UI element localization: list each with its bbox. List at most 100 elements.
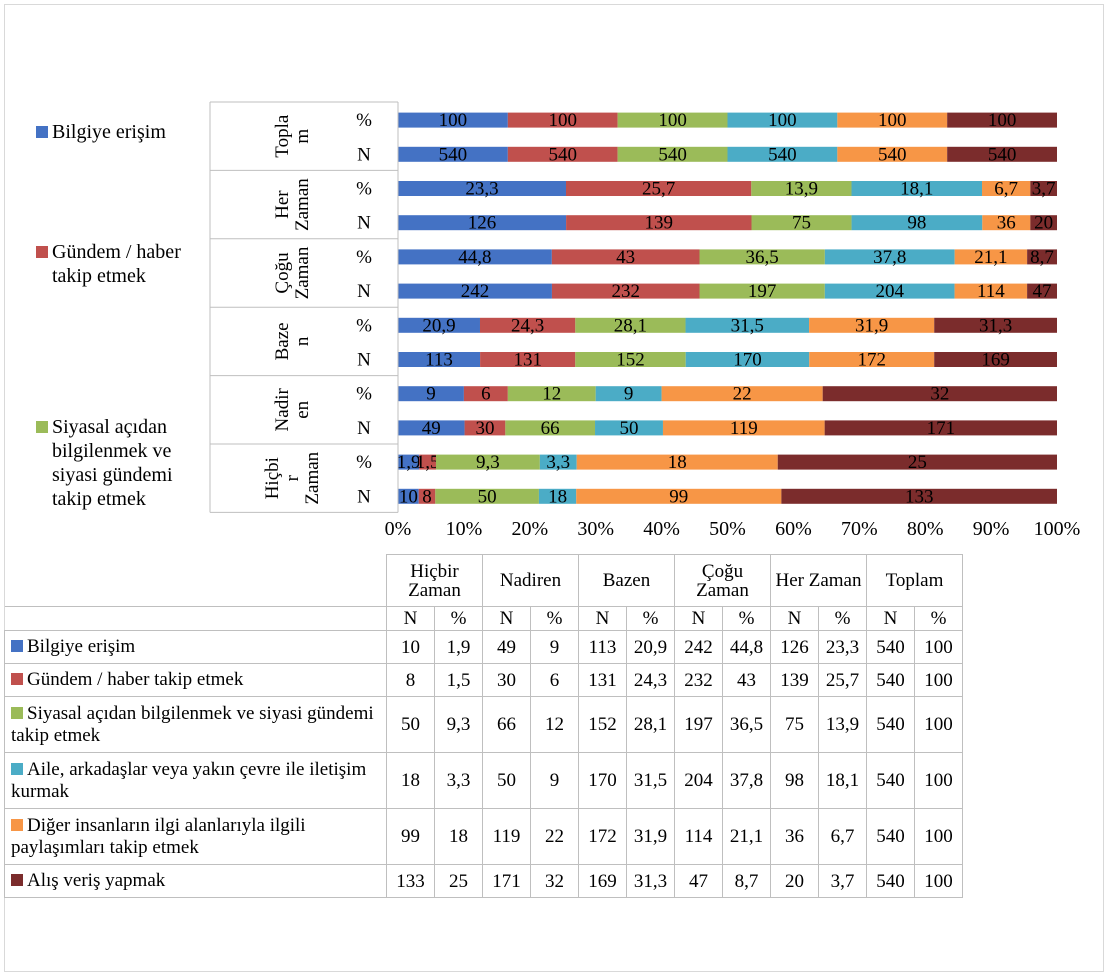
data-label: 8 bbox=[422, 486, 432, 507]
data-label: 170 bbox=[733, 350, 762, 371]
legend-item: Siyasal açıdan bilgilenmek ve siyasi gün… bbox=[36, 415, 216, 511]
data-label: 540 bbox=[988, 144, 1017, 165]
bar-segment bbox=[507, 112, 618, 128]
table-subcolumn-header: % bbox=[530, 606, 579, 631]
legend-item: Gündem / haber takip etmek bbox=[36, 240, 206, 288]
bar-segment bbox=[851, 181, 983, 196]
data-label: 98 bbox=[907, 213, 926, 234]
table-cell: 204 bbox=[674, 752, 723, 809]
bar-segment bbox=[822, 386, 1057, 402]
bar-segment bbox=[538, 488, 577, 504]
legend-swatch bbox=[36, 126, 48, 138]
bar-segment bbox=[435, 488, 539, 504]
table-cell: 99 bbox=[386, 808, 435, 865]
bar-segment bbox=[464, 420, 506, 436]
table-row-label: Alış veriş yapmak bbox=[4, 864, 387, 898]
bar-segment bbox=[1030, 181, 1057, 196]
bar-segment bbox=[565, 181, 752, 196]
table-cell: 31,3 bbox=[626, 864, 675, 898]
table-cell: 28,1 bbox=[626, 696, 675, 753]
bar-segment bbox=[777, 454, 1057, 470]
data-label: 232 bbox=[611, 281, 640, 302]
legend-swatch bbox=[11, 762, 23, 775]
data-label: 9,3 bbox=[476, 452, 500, 473]
data-label: 66 bbox=[541, 418, 560, 439]
table-cell: 232 bbox=[674, 663, 723, 697]
bar-segment bbox=[398, 215, 567, 231]
table-cell: 133 bbox=[386, 864, 435, 898]
x-tick-label: 50% bbox=[709, 518, 746, 540]
table-cell: 47 bbox=[674, 864, 723, 898]
bar-segment bbox=[551, 249, 700, 265]
row-metric-label: % bbox=[356, 179, 372, 200]
data-label: 99 bbox=[669, 486, 688, 507]
table-cell: 9 bbox=[530, 752, 579, 809]
row-label-text: Siyasal açıdan bilgilenmek ve siyasi gün… bbox=[11, 702, 374, 746]
group-label: Zaman bbox=[292, 246, 313, 299]
table-header-row: Hiçbir Zaman Nadiren Bazen Çoğu Zaman Her Za… bbox=[4, 554, 963, 607]
data-label: 50 bbox=[619, 418, 638, 439]
table-cell: 31,5 bbox=[626, 752, 675, 809]
group-label: Baze bbox=[272, 322, 293, 360]
data-label: 1,9 bbox=[397, 452, 421, 473]
table-row-label: Diğer insanların ilgi alanlarıyla ilgili… bbox=[4, 808, 387, 865]
data-label: 31,9 bbox=[855, 315, 888, 336]
data-label: 100 bbox=[988, 110, 1017, 131]
data-label: 169 bbox=[981, 350, 1010, 371]
x-tick-label: 70% bbox=[841, 518, 878, 540]
data-label: 20 bbox=[1034, 213, 1053, 234]
data-label: 12 bbox=[542, 384, 561, 405]
data-label: 172 bbox=[857, 350, 886, 371]
table-subheader-row: N% N% N% N% N% N% bbox=[4, 606, 963, 631]
data-label: 540 bbox=[768, 144, 797, 165]
bar-segment bbox=[661, 386, 823, 402]
bar-segment bbox=[751, 215, 852, 231]
bar-segment bbox=[954, 249, 1028, 265]
table-subcolumn-header: % bbox=[626, 606, 675, 631]
bar-segment bbox=[824, 249, 955, 265]
chart-frame bbox=[4, 4, 1104, 972]
table-cell: 100 bbox=[914, 696, 963, 753]
data-label: 44,8 bbox=[458, 247, 491, 268]
group-label: en bbox=[292, 400, 313, 418]
table-cell: 50 bbox=[386, 696, 435, 753]
data-label: 43 bbox=[616, 247, 635, 268]
x-tick-label: 30% bbox=[577, 518, 614, 540]
table-corner bbox=[4, 606, 387, 631]
table-row: Diğer insanların ilgi alanlarıyla ilgili… bbox=[4, 808, 963, 865]
bar-segment bbox=[934, 317, 1057, 333]
data-label: 131 bbox=[513, 350, 542, 371]
group-label: Zaman bbox=[302, 451, 323, 504]
table-cell: 139 bbox=[770, 663, 819, 697]
group-label: Zaman bbox=[292, 178, 313, 231]
data-label: 18 bbox=[668, 452, 687, 473]
data-label: 119 bbox=[730, 418, 758, 439]
table-row: Aile, arkadaşlar veya yakın çevre ile il… bbox=[4, 752, 963, 809]
bar-segment bbox=[1027, 283, 1057, 299]
data-label: 21,1 bbox=[974, 247, 1007, 268]
x-tick-label: 40% bbox=[643, 518, 680, 540]
bar-segment bbox=[576, 488, 782, 504]
legend-swatch bbox=[11, 673, 23, 685]
table-cell: 66 bbox=[482, 696, 531, 753]
data-label: 3,7 bbox=[1032, 179, 1056, 200]
group-label: n bbox=[292, 336, 313, 346]
bar-segment bbox=[727, 112, 838, 128]
data-label: 9 bbox=[624, 384, 634, 405]
table-cell: 100 bbox=[914, 663, 963, 697]
bar-segment bbox=[934, 352, 1057, 367]
data-label: 25 bbox=[908, 452, 927, 473]
bar-segment bbox=[662, 420, 825, 436]
data-label: 22 bbox=[733, 384, 752, 405]
table-cell: 100 bbox=[914, 808, 963, 865]
row-metric-label: N bbox=[357, 350, 371, 371]
table-cell: 10 bbox=[386, 630, 435, 664]
row-metric-label: % bbox=[356, 247, 372, 268]
table-row: Siyasal açıdan bilgilenmek ve siyasi gün… bbox=[4, 696, 963, 753]
table-row: Alış veriş yapmak 133 25 171 32 169 31,3 47 8,7 2… bbox=[4, 864, 963, 898]
table-subcolumn-header: N bbox=[386, 606, 435, 631]
table-row: Gündem / haber takip etmek 8 1,5 30 6 131 24,3… bbox=[4, 663, 963, 697]
bar-segment bbox=[1027, 249, 1057, 265]
table-cell: 13,9 bbox=[818, 696, 867, 753]
table-subcolumn-header: N bbox=[674, 606, 723, 631]
